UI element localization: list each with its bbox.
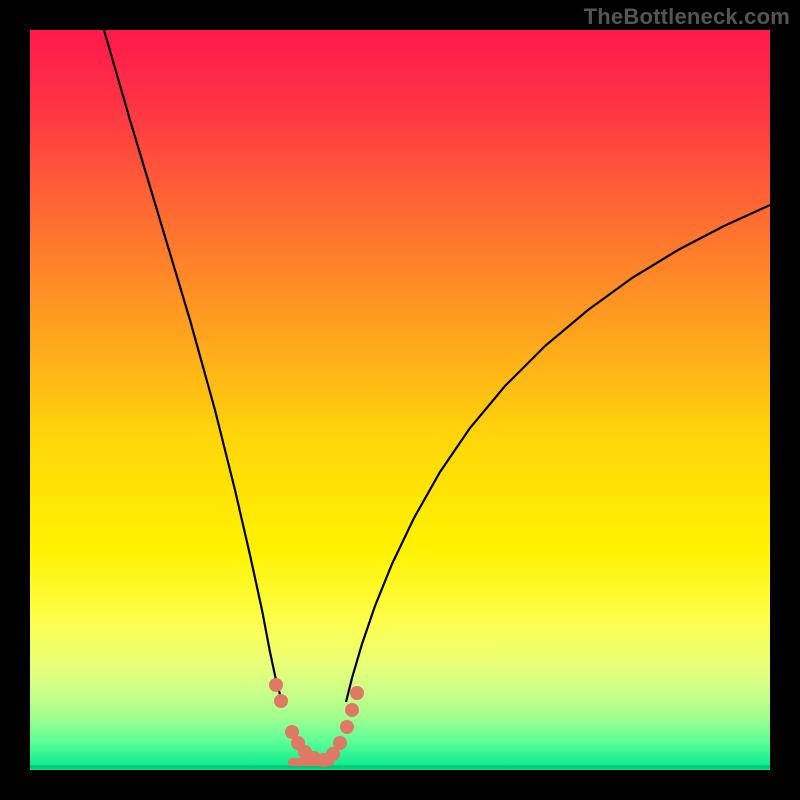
- plot-area: [30, 30, 770, 770]
- bottleneck-chart: [30, 30, 770, 770]
- marker-dot: [269, 678, 283, 692]
- gradient-background: [30, 30, 770, 770]
- marker-dot: [340, 720, 354, 734]
- marker-dot: [333, 736, 347, 750]
- marker-dot: [345, 703, 359, 717]
- canvas-root: TheBottleneck.com: [0, 0, 800, 800]
- watermark-text: TheBottleneck.com: [584, 4, 790, 30]
- marker-dot: [350, 686, 364, 700]
- marker-dot: [274, 694, 288, 708]
